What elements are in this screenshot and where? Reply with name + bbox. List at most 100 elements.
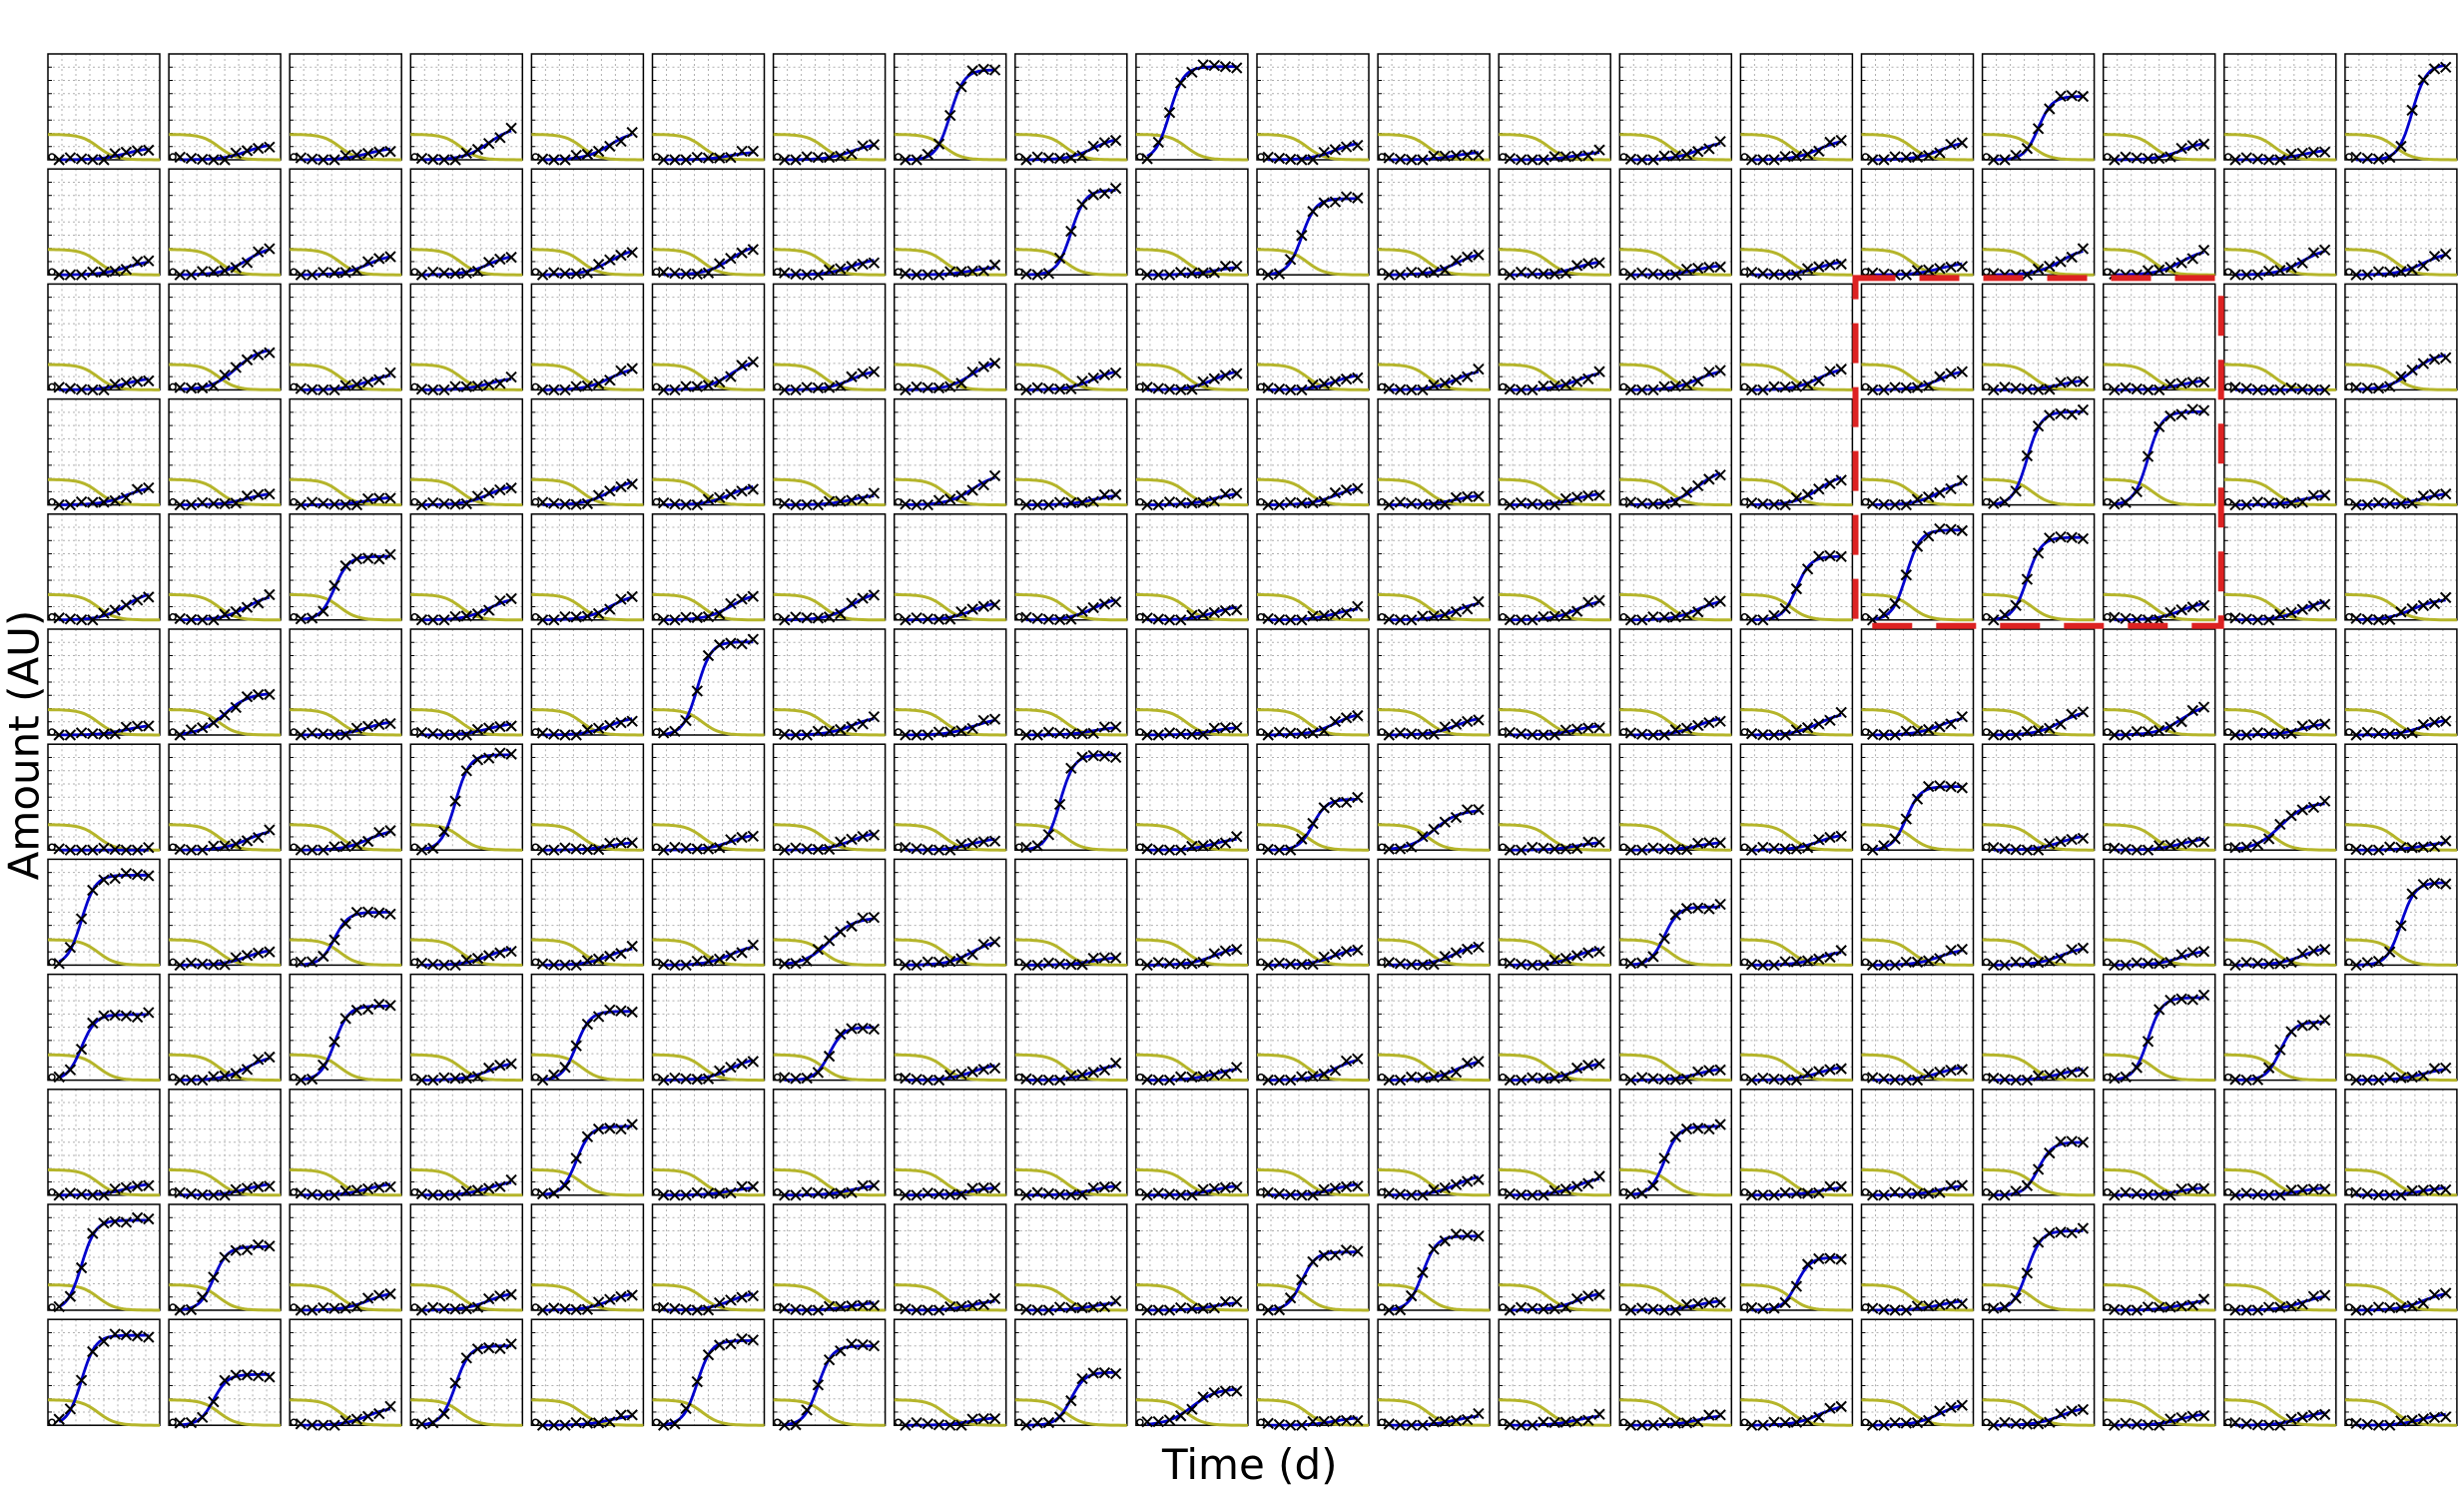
observation-marker (1624, 269, 1637, 281)
fit-curve (1026, 370, 1116, 391)
observation-marker (2197, 138, 2210, 150)
observation-marker (1186, 609, 1198, 621)
panel-r6-c7 (772, 628, 887, 741)
origin-marker (169, 958, 177, 967)
origin-marker (1015, 153, 1023, 161)
observation-marker (1031, 729, 1043, 741)
observation-marker (2262, 727, 2275, 740)
observation-marker (264, 487, 276, 500)
decay-curve (773, 133, 886, 162)
observation-marker (2164, 721, 2176, 733)
observation-marker (736, 485, 748, 497)
observation-marker (1186, 66, 1198, 78)
observation-marker (2350, 498, 2362, 511)
observation-marker (1714, 136, 1726, 148)
observation-marker (131, 594, 144, 606)
panel-r8-c2 (168, 858, 282, 972)
observation-marker (264, 141, 276, 154)
observation-marker (471, 607, 484, 620)
observation-marker (415, 152, 428, 165)
panel-r3-c6 (651, 283, 766, 396)
observation-marker (702, 843, 715, 855)
observation-marker (2262, 614, 2275, 626)
observation-marker (1076, 751, 1088, 763)
observation-marker (2077, 90, 2090, 103)
observation-marker (2428, 488, 2441, 500)
observation-marker (185, 724, 198, 736)
observation-marker (536, 844, 549, 856)
fit-curve (784, 832, 875, 852)
observation-marker (1922, 379, 1935, 391)
decay-curve (2344, 477, 2457, 507)
observation-marker (1065, 762, 1077, 774)
observation-marker (702, 152, 715, 164)
observation-marker (1208, 838, 1221, 851)
origin-marker (1982, 613, 1991, 621)
observation-marker (626, 126, 638, 139)
observation-marker (1405, 497, 1418, 509)
panel-r6-c14 (1618, 628, 1733, 741)
observation-marker (1680, 378, 1693, 390)
observation-marker (252, 349, 265, 361)
fit-curve (663, 485, 754, 506)
observation-marker (1999, 729, 2011, 741)
origin-marker (1378, 613, 1386, 621)
observation-marker (361, 835, 374, 848)
observation-marker (1087, 727, 1099, 740)
observation-marker (2021, 449, 2034, 462)
observation-marker (604, 254, 616, 266)
observation-marker (306, 269, 318, 281)
observation-marker (1658, 497, 1670, 510)
decay-curve (1256, 248, 1369, 277)
observation-marker (460, 267, 473, 280)
observation-marker (75, 727, 88, 739)
observation-marker (1087, 140, 1099, 153)
observation-marker (2361, 269, 2374, 281)
observation-marker (1020, 729, 1032, 741)
observation-marker (1405, 383, 1418, 396)
observation-marker (922, 269, 934, 281)
origin-marker (1982, 497, 1991, 506)
observation-marker (2406, 497, 2418, 509)
observation-marker (361, 552, 374, 564)
observation-marker (185, 844, 198, 856)
observation-marker (955, 725, 967, 737)
decay-curve (47, 708, 160, 737)
observation-marker (977, 836, 990, 848)
observation-marker (98, 842, 110, 854)
origin-marker (2103, 382, 2112, 391)
observation-marker (1042, 829, 1055, 841)
observation-marker (581, 610, 594, 622)
panel-r4-c1 (47, 397, 161, 511)
origin-marker (410, 613, 419, 621)
panel-r3-c15 (1739, 283, 1854, 396)
observation-marker (823, 151, 836, 164)
observation-marker (1042, 268, 1055, 280)
observation-marker (1163, 844, 1176, 856)
observation-marker (1570, 150, 1583, 163)
observation-marker (2120, 151, 2132, 163)
observation-marker (747, 483, 760, 495)
observation-marker (264, 588, 276, 601)
decay-curve (1014, 477, 1127, 507)
observation-marker (64, 152, 77, 164)
observation-marker (581, 379, 594, 392)
observation-marker (2197, 599, 2210, 612)
observation-marker (1538, 268, 1549, 280)
panel-r1-c14 (1618, 53, 1733, 166)
observation-marker (219, 369, 231, 381)
observation-marker (1757, 154, 1769, 166)
observation-marker (2021, 142, 2034, 155)
observation-marker (592, 258, 605, 271)
decay-curve (773, 592, 886, 622)
fit-curve (59, 377, 149, 391)
observation-marker (900, 268, 912, 280)
observation-marker (779, 728, 791, 740)
observation-marker (2406, 104, 2418, 117)
observation-marker (219, 608, 231, 620)
decay-curve (1378, 477, 1491, 507)
observation-marker (252, 597, 265, 609)
observation-marker (1922, 264, 1935, 276)
panel-r4-c4 (409, 397, 524, 511)
observation-marker (306, 612, 318, 624)
